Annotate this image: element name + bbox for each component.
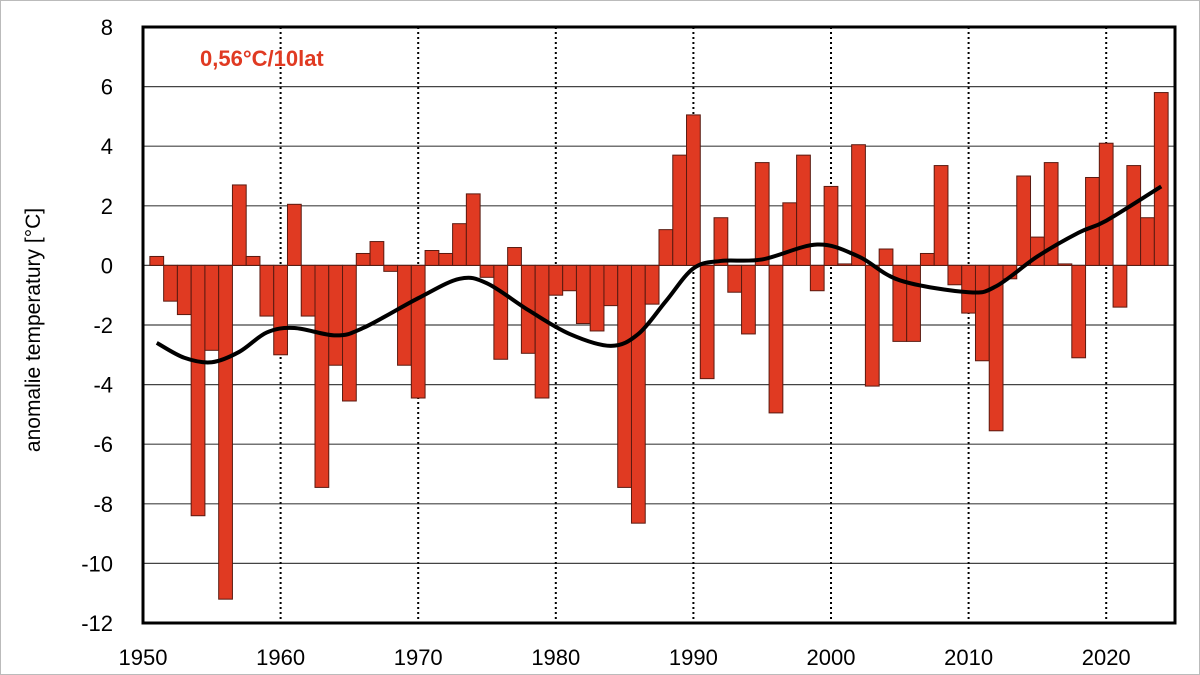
bar-1957: [231, 184, 247, 266]
bar-2021: [1112, 264, 1128, 308]
bar-1955: [204, 264, 220, 351]
bar-1974: [465, 193, 481, 266]
bar-1961: [286, 203, 302, 266]
bar-1998: [796, 154, 811, 266]
bar-2010: [961, 264, 976, 314]
bar-2001: [837, 263, 853, 266]
bar-2003: [864, 264, 880, 387]
bar-1992: [713, 217, 729, 266]
bar-1962: [300, 264, 316, 317]
bar-1967: [369, 241, 385, 266]
bar-1956: [218, 264, 233, 600]
bar-1966: [355, 252, 371, 266]
x-tick-label: 1990: [669, 645, 718, 670]
bar-2009: [947, 264, 963, 286]
bar-1954: [190, 264, 206, 517]
bar-2014: [1016, 175, 1032, 266]
y-tick-label: 4: [101, 134, 113, 159]
bar-1972: [438, 252, 454, 266]
bar-1959: [259, 264, 275, 317]
bar-2012: [988, 264, 1004, 432]
bar-1997: [782, 202, 798, 266]
x-tick-label: 2020: [1082, 645, 1131, 670]
bar-1958: [245, 255, 261, 266]
bar-2007: [919, 252, 935, 266]
bar-1991: [699, 264, 715, 380]
bar-1990: [686, 114, 701, 266]
bar-1993: [727, 264, 743, 293]
bar-1976: [493, 264, 509, 360]
bar-1994: [741, 264, 756, 335]
x-tick-label: 2000: [807, 645, 856, 670]
y-axis-ticks: 8 6 4 2 0 -2 -4 -6 -8 -10 -12: [81, 15, 113, 636]
x-tick-label: 1980: [531, 645, 580, 670]
bar-1960: [273, 264, 288, 356]
bar-2018: [1071, 264, 1087, 359]
y-tick-label: -2: [93, 313, 113, 338]
bar-1970: [410, 264, 426, 399]
x-axis-ticks: 1950 1960 1970 1980 1990 2000 2010 2020: [119, 645, 1131, 670]
bar-1968: [383, 264, 399, 272]
y-tick-label: 8: [101, 15, 113, 40]
bar-1980: [548, 264, 564, 296]
bar-1988: [658, 229, 674, 266]
bar-2022: [1126, 165, 1142, 266]
bar-1977: [507, 247, 522, 266]
bar-1989: [672, 154, 688, 266]
bar-2020: [1098, 142, 1114, 266]
grid: [143, 26, 1175, 624]
y-tick-label: -6: [93, 432, 113, 457]
y-tick-label: 2: [101, 194, 113, 219]
y-tick-label: -4: [93, 373, 113, 398]
bar-1982: [575, 264, 591, 325]
bar-2024: [1153, 92, 1169, 266]
y-tick-label: -10: [81, 551, 113, 576]
bar-2008: [933, 165, 949, 266]
y-tick-label: -8: [93, 492, 113, 517]
bar-1975: [479, 264, 495, 278]
y-tick-label: -12: [81, 611, 113, 636]
bar-2000: [823, 185, 839, 266]
bars: [149, 92, 1169, 600]
bar-2017: [1057, 263, 1073, 266]
bar-1995: [754, 162, 770, 266]
bar-2011: [974, 264, 990, 362]
bar-1984: [603, 264, 619, 307]
bar-2002: [851, 144, 866, 266]
y-axis-label: anomalie temperatury [°C]: [22, 208, 45, 452]
bar-1952: [163, 264, 178, 302]
bar-1986: [630, 264, 646, 524]
bar-2023: [1140, 217, 1155, 266]
y-tick-label: 0: [101, 253, 113, 278]
bar-2006: [906, 264, 921, 342]
bar-1973: [452, 223, 467, 266]
bar-2016: [1043, 162, 1059, 266]
bar-1999: [809, 264, 825, 292]
bar-1963: [314, 264, 330, 488]
trend-annotation: 0,56°C/10lat: [200, 46, 324, 71]
x-tick-label: 2010: [944, 645, 993, 670]
bar-1979: [534, 264, 550, 399]
bar-1964: [328, 264, 344, 366]
bar-1987: [644, 264, 660, 305]
bar-2019: [1085, 176, 1100, 266]
y-tick-label: 6: [101, 75, 113, 100]
bar-2004: [878, 248, 894, 266]
bar-1983: [589, 264, 605, 332]
bar-1953: [176, 264, 192, 316]
bar-1969: [397, 264, 412, 366]
bar-1951: [149, 255, 165, 266]
trend-line: [155, 184, 1163, 365]
plot-area: [141, 25, 1177, 625]
bar-1981: [562, 264, 577, 292]
x-tick-label: 1970: [394, 645, 443, 670]
bar-1985: [617, 264, 632, 488]
bar-1996: [768, 264, 784, 414]
bar-1971: [424, 250, 440, 266]
x-tick-label: 1950: [119, 645, 168, 670]
x-tick-label: 1960: [256, 645, 305, 670]
